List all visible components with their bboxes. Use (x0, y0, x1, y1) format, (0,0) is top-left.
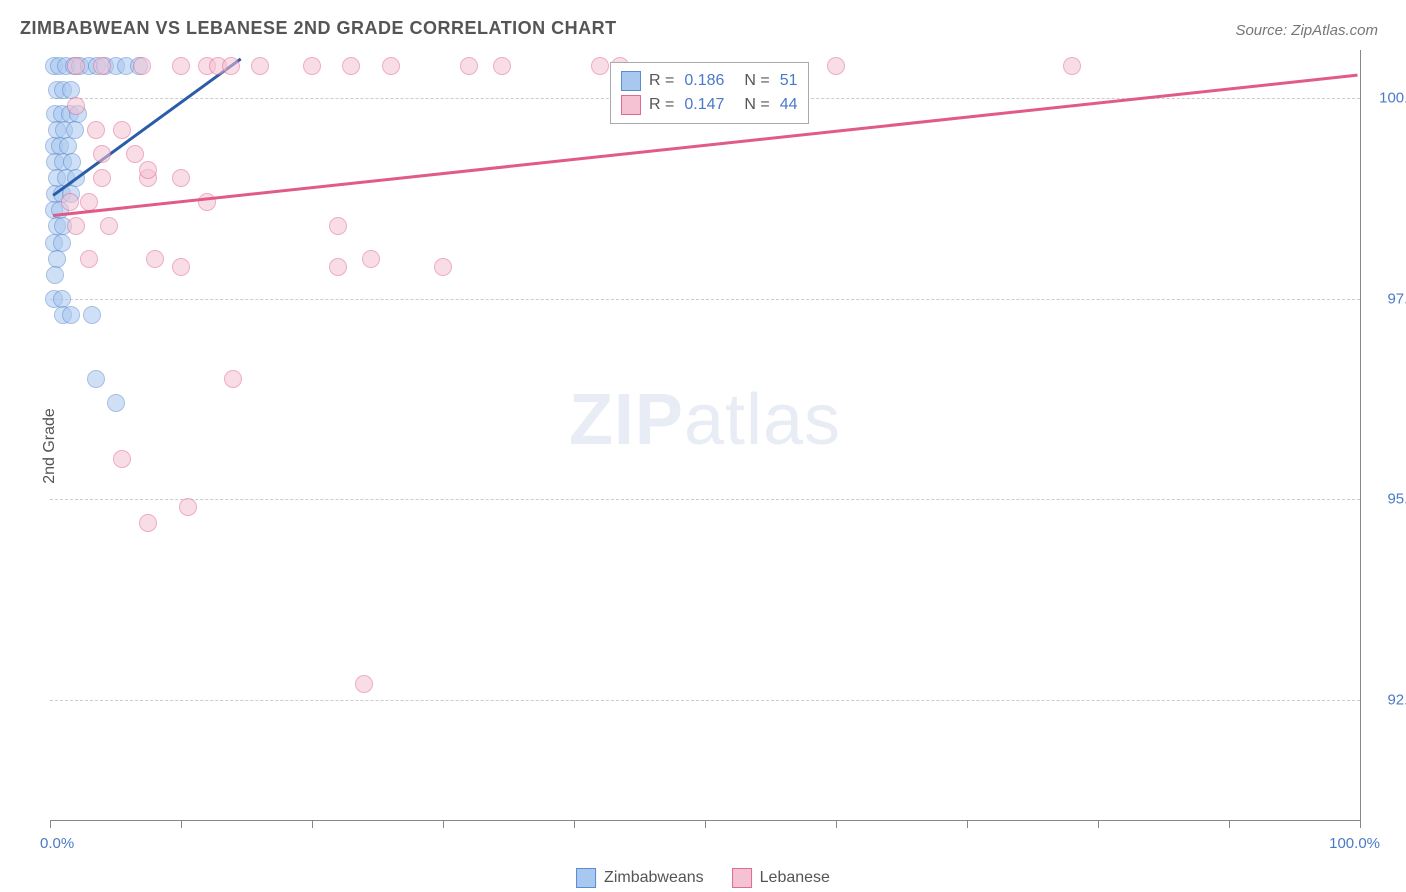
gridline (50, 299, 1360, 300)
scatter-point (146, 250, 164, 268)
scatter-point (172, 57, 190, 75)
legend-item-zimbabweans: Zimbabweans (576, 868, 704, 888)
scatter-point (362, 250, 380, 268)
y-tick-label: 97.5% (1370, 290, 1406, 307)
x-tick (967, 820, 968, 828)
scatter-point (434, 258, 452, 276)
legend-item-lebanese: Lebanese (732, 868, 830, 888)
stats-swatch (621, 95, 641, 115)
scatter-point (355, 675, 373, 693)
stats-box: R = 0.186 N = 51 R = 0.147 N = 44 (610, 62, 809, 124)
legend-label-zimbabweans: Zimbabweans (604, 869, 704, 887)
scatter-point (139, 161, 157, 179)
scatter-point (87, 370, 105, 388)
scatter-point (827, 57, 845, 75)
scatter-point (87, 121, 105, 139)
x-tick (574, 820, 575, 828)
scatter-point (133, 57, 151, 75)
x-tick (1360, 820, 1361, 828)
scatter-point (93, 169, 111, 187)
scatter-point (329, 217, 347, 235)
scatter-point (126, 145, 144, 163)
x-axis-min-label: 0.0% (40, 835, 74, 852)
watermark-bold: ZIP (569, 380, 684, 460)
stats-r-value: 0.186 (684, 72, 724, 90)
chart-container: ZIMBABWEAN VS LEBANESE 2ND GRADE CORRELA… (0, 0, 1406, 892)
scatter-point (460, 57, 478, 75)
legend-swatch-lebanese (732, 868, 752, 888)
chart-title: ZIMBABWEAN VS LEBANESE 2ND GRADE CORRELA… (20, 18, 617, 39)
scatter-point (80, 250, 98, 268)
x-tick (312, 820, 313, 828)
x-axis-max-label: 100.0% (1329, 835, 1380, 852)
legend-swatch-zimbabweans (576, 868, 596, 888)
legend: Zimbabweans Lebanese (576, 868, 830, 888)
scatter-point (62, 306, 80, 324)
scatter-point (493, 57, 511, 75)
stats-r-value: 0.147 (684, 96, 724, 114)
scatter-point (251, 57, 269, 75)
stats-row: R = 0.186 N = 51 (621, 69, 798, 93)
scatter-point (179, 498, 197, 516)
x-tick (50, 820, 51, 828)
scatter-point (172, 258, 190, 276)
scatter-point (113, 450, 131, 468)
x-tick (1229, 820, 1230, 828)
x-tick (1098, 820, 1099, 828)
watermark: ZIPatlas (569, 379, 841, 461)
scatter-point (93, 145, 111, 163)
gridline (50, 700, 1360, 701)
y-tick-label: 100.0% (1370, 90, 1406, 107)
gridline (50, 499, 1360, 500)
scatter-point (1063, 57, 1081, 75)
scatter-point (222, 57, 240, 75)
scatter-point (46, 266, 64, 284)
scatter-point (93, 57, 111, 75)
stats-row: R = 0.147 N = 44 (621, 93, 798, 117)
scatter-point (172, 169, 190, 187)
scatter-point (107, 394, 125, 412)
stats-n-value: 44 (780, 96, 798, 114)
scatter-point (83, 306, 101, 324)
scatter-point (113, 121, 131, 139)
scatter-point (100, 217, 118, 235)
scatter-point (67, 57, 85, 75)
scatter-point (591, 57, 609, 75)
stats-r-label: R = (649, 96, 674, 114)
stats-n-label: N = (744, 72, 769, 90)
x-tick (181, 820, 182, 828)
source-credit: Source: ZipAtlas.com (1235, 22, 1378, 39)
stats-swatch (621, 71, 641, 91)
scatter-point (382, 57, 400, 75)
scatter-point (329, 258, 347, 276)
scatter-point (303, 57, 321, 75)
y-tick-label: 95.0% (1370, 491, 1406, 508)
scatter-point (61, 193, 79, 211)
x-tick (705, 820, 706, 828)
stats-n-label: N = (744, 96, 769, 114)
plot-area: ZIPatlas 0.0% 100.0% 92.5%95.0%97.5%100.… (50, 50, 1361, 821)
scatter-point (67, 97, 85, 115)
scatter-point (67, 217, 85, 235)
legend-label-lebanese: Lebanese (760, 869, 830, 887)
x-tick (836, 820, 837, 828)
y-tick-label: 92.5% (1370, 691, 1406, 708)
scatter-point (342, 57, 360, 75)
scatter-point (224, 370, 242, 388)
stats-r-label: R = (649, 72, 674, 90)
x-tick (443, 820, 444, 828)
scatter-point (139, 514, 157, 532)
watermark-light: atlas (684, 380, 841, 460)
stats-n-value: 51 (780, 72, 798, 90)
